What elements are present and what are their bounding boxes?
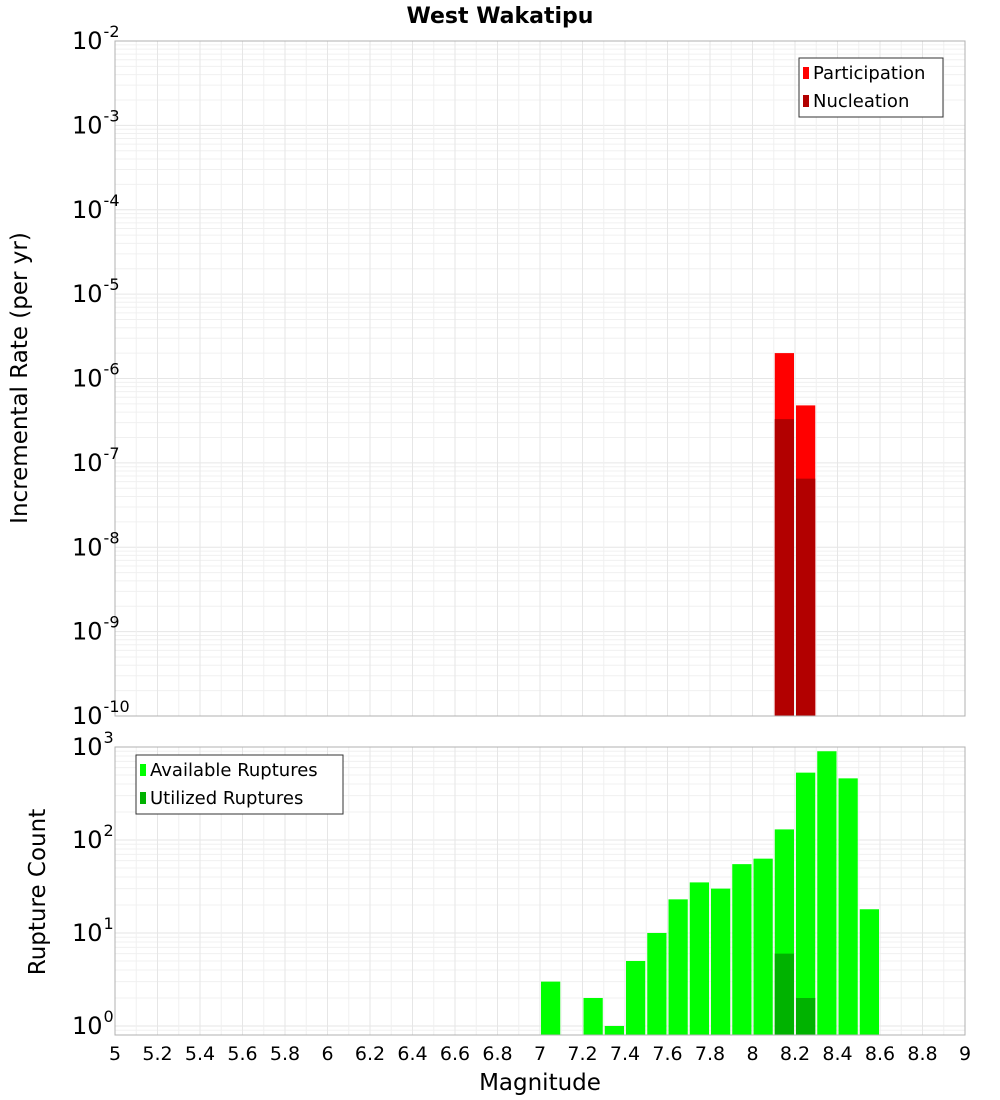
bar-available-ruptures — [753, 858, 773, 1035]
y-tick-label: 10-6 — [72, 360, 120, 393]
legend-label-utilized: Utilized Ruptures — [150, 788, 303, 809]
y-tick-label: 10-2 — [72, 22, 120, 55]
x-tick-label: 9 — [959, 1043, 971, 1065]
x-tick-label: 6.8 — [482, 1043, 512, 1065]
bar-available-ruptures — [583, 997, 603, 1035]
rupture-count-y-ticks: 103 102 101 100 — [72, 728, 114, 1040]
rupture-count-panel: 103 102 101 100 Rupture Count Available Rup… — [25, 728, 966, 1040]
legend-swatch-utilized — [140, 792, 146, 804]
x-tick-label: 5.8 — [270, 1043, 300, 1065]
legend-box — [135, 754, 344, 815]
x-tick-label: 7.2 — [567, 1043, 597, 1065]
x-tick-label: 5 — [109, 1043, 121, 1065]
rate-plot-legend: Participation Nucleation — [798, 57, 944, 118]
bar-available-ruptures — [711, 888, 731, 1035]
x-tick-label: 8 — [746, 1043, 758, 1065]
legend-label-nucleation: Nucleation — [813, 91, 909, 112]
rupture-count-y-label: Rupture Count — [25, 809, 51, 975]
bar-utilized-ruptures — [796, 997, 816, 1035]
bar-available-ruptures — [668, 899, 688, 1035]
x-tick-label: 8.6 — [865, 1043, 895, 1065]
x-tick-label: 7.4 — [610, 1043, 640, 1065]
x-tick-label: 6.6 — [440, 1043, 470, 1065]
x-tick-label: 7 — [534, 1043, 546, 1065]
chart-title: West Wakatipu — [407, 4, 594, 29]
bar-available-ruptures — [541, 981, 561, 1035]
y-tick-label: 100 — [72, 1007, 114, 1040]
y-tick-label: 10-3 — [72, 106, 120, 139]
bar-utilized-ruptures — [774, 953, 794, 1035]
legend-swatch-available — [140, 764, 146, 776]
x-axis-label: Magnitude — [479, 1070, 601, 1096]
y-tick-label: 10-5 — [72, 275, 120, 308]
bar-available-ruptures — [604, 1025, 624, 1035]
x-axis-ticks: 5 5.2 5.4 5.6 5.8 6 6.2 6.4 6.6 6.8 7 7.2 7.4 7.6 7.8 8… — [109, 1043, 971, 1065]
bar-available-ruptures — [859, 909, 879, 1035]
x-tick-label: 8.4 — [822, 1043, 852, 1065]
bar-available-ruptures — [838, 778, 858, 1035]
rate-plot-y-label: Incremental Rate (per yr) — [7, 232, 33, 524]
y-tick-label: 10-9 — [72, 613, 120, 646]
x-tick-label: 8.8 — [907, 1043, 937, 1065]
rupture-count-frame — [114, 746, 966, 1036]
bar-available-ruptures — [817, 751, 837, 1035]
y-tick-label: 101 — [72, 914, 114, 947]
rupture-count-bars — [541, 751, 879, 1035]
x-tick-label: 6.2 — [355, 1043, 385, 1065]
rate-plot-y-ticks: 10-2 10-3 10-4 10-5 10-6 10-7 10-8 10-9 10-10 — [72, 22, 130, 730]
x-tick-label: 7.6 — [652, 1043, 682, 1065]
x-tick-label: 6.4 — [397, 1043, 427, 1065]
rupture-count-legend: Available Ruptures Utilized Ruptures — [135, 754, 344, 815]
y-tick-label: 10-4 — [72, 191, 120, 224]
y-tick-label: 10-10 — [72, 697, 130, 730]
legend-label-available: Available Ruptures — [150, 760, 318, 781]
x-tick-label: 5.6 — [227, 1043, 257, 1065]
rate-plot-panel: 10-2 10-3 10-4 10-5 10-6 10-7 10-8 10-9 10-10 In… — [7, 22, 966, 730]
rate-plot-frame — [114, 40, 966, 717]
x-tick-label: 5.2 — [142, 1043, 172, 1065]
x-tick-label: 5.4 — [185, 1043, 215, 1065]
bar-available-ruptures — [796, 772, 816, 1035]
bar-available-ruptures — [647, 932, 667, 1035]
bar-nucleation — [796, 478, 816, 716]
rate-plot-bars — [774, 353, 816, 716]
legend-swatch-participation — [803, 67, 809, 79]
legend-label-participation: Participation — [813, 63, 925, 84]
y-tick-label: 10-7 — [72, 444, 120, 477]
rate-plot-grid — [114, 40, 966, 717]
x-tick-label: 7.8 — [695, 1043, 725, 1065]
bar-nucleation — [774, 419, 794, 716]
y-tick-label: 10-8 — [72, 528, 120, 561]
y-tick-label: 103 — [72, 728, 114, 761]
bar-available-ruptures — [626, 960, 646, 1035]
x-tick-label: 8.2 — [780, 1043, 810, 1065]
legend-swatch-nucleation — [803, 95, 809, 107]
bar-available-ruptures — [732, 864, 752, 1035]
legend-box — [798, 57, 944, 118]
y-tick-label: 102 — [72, 821, 114, 854]
bar-available-ruptures — [689, 882, 709, 1035]
x-tick-label: 6 — [321, 1043, 333, 1065]
